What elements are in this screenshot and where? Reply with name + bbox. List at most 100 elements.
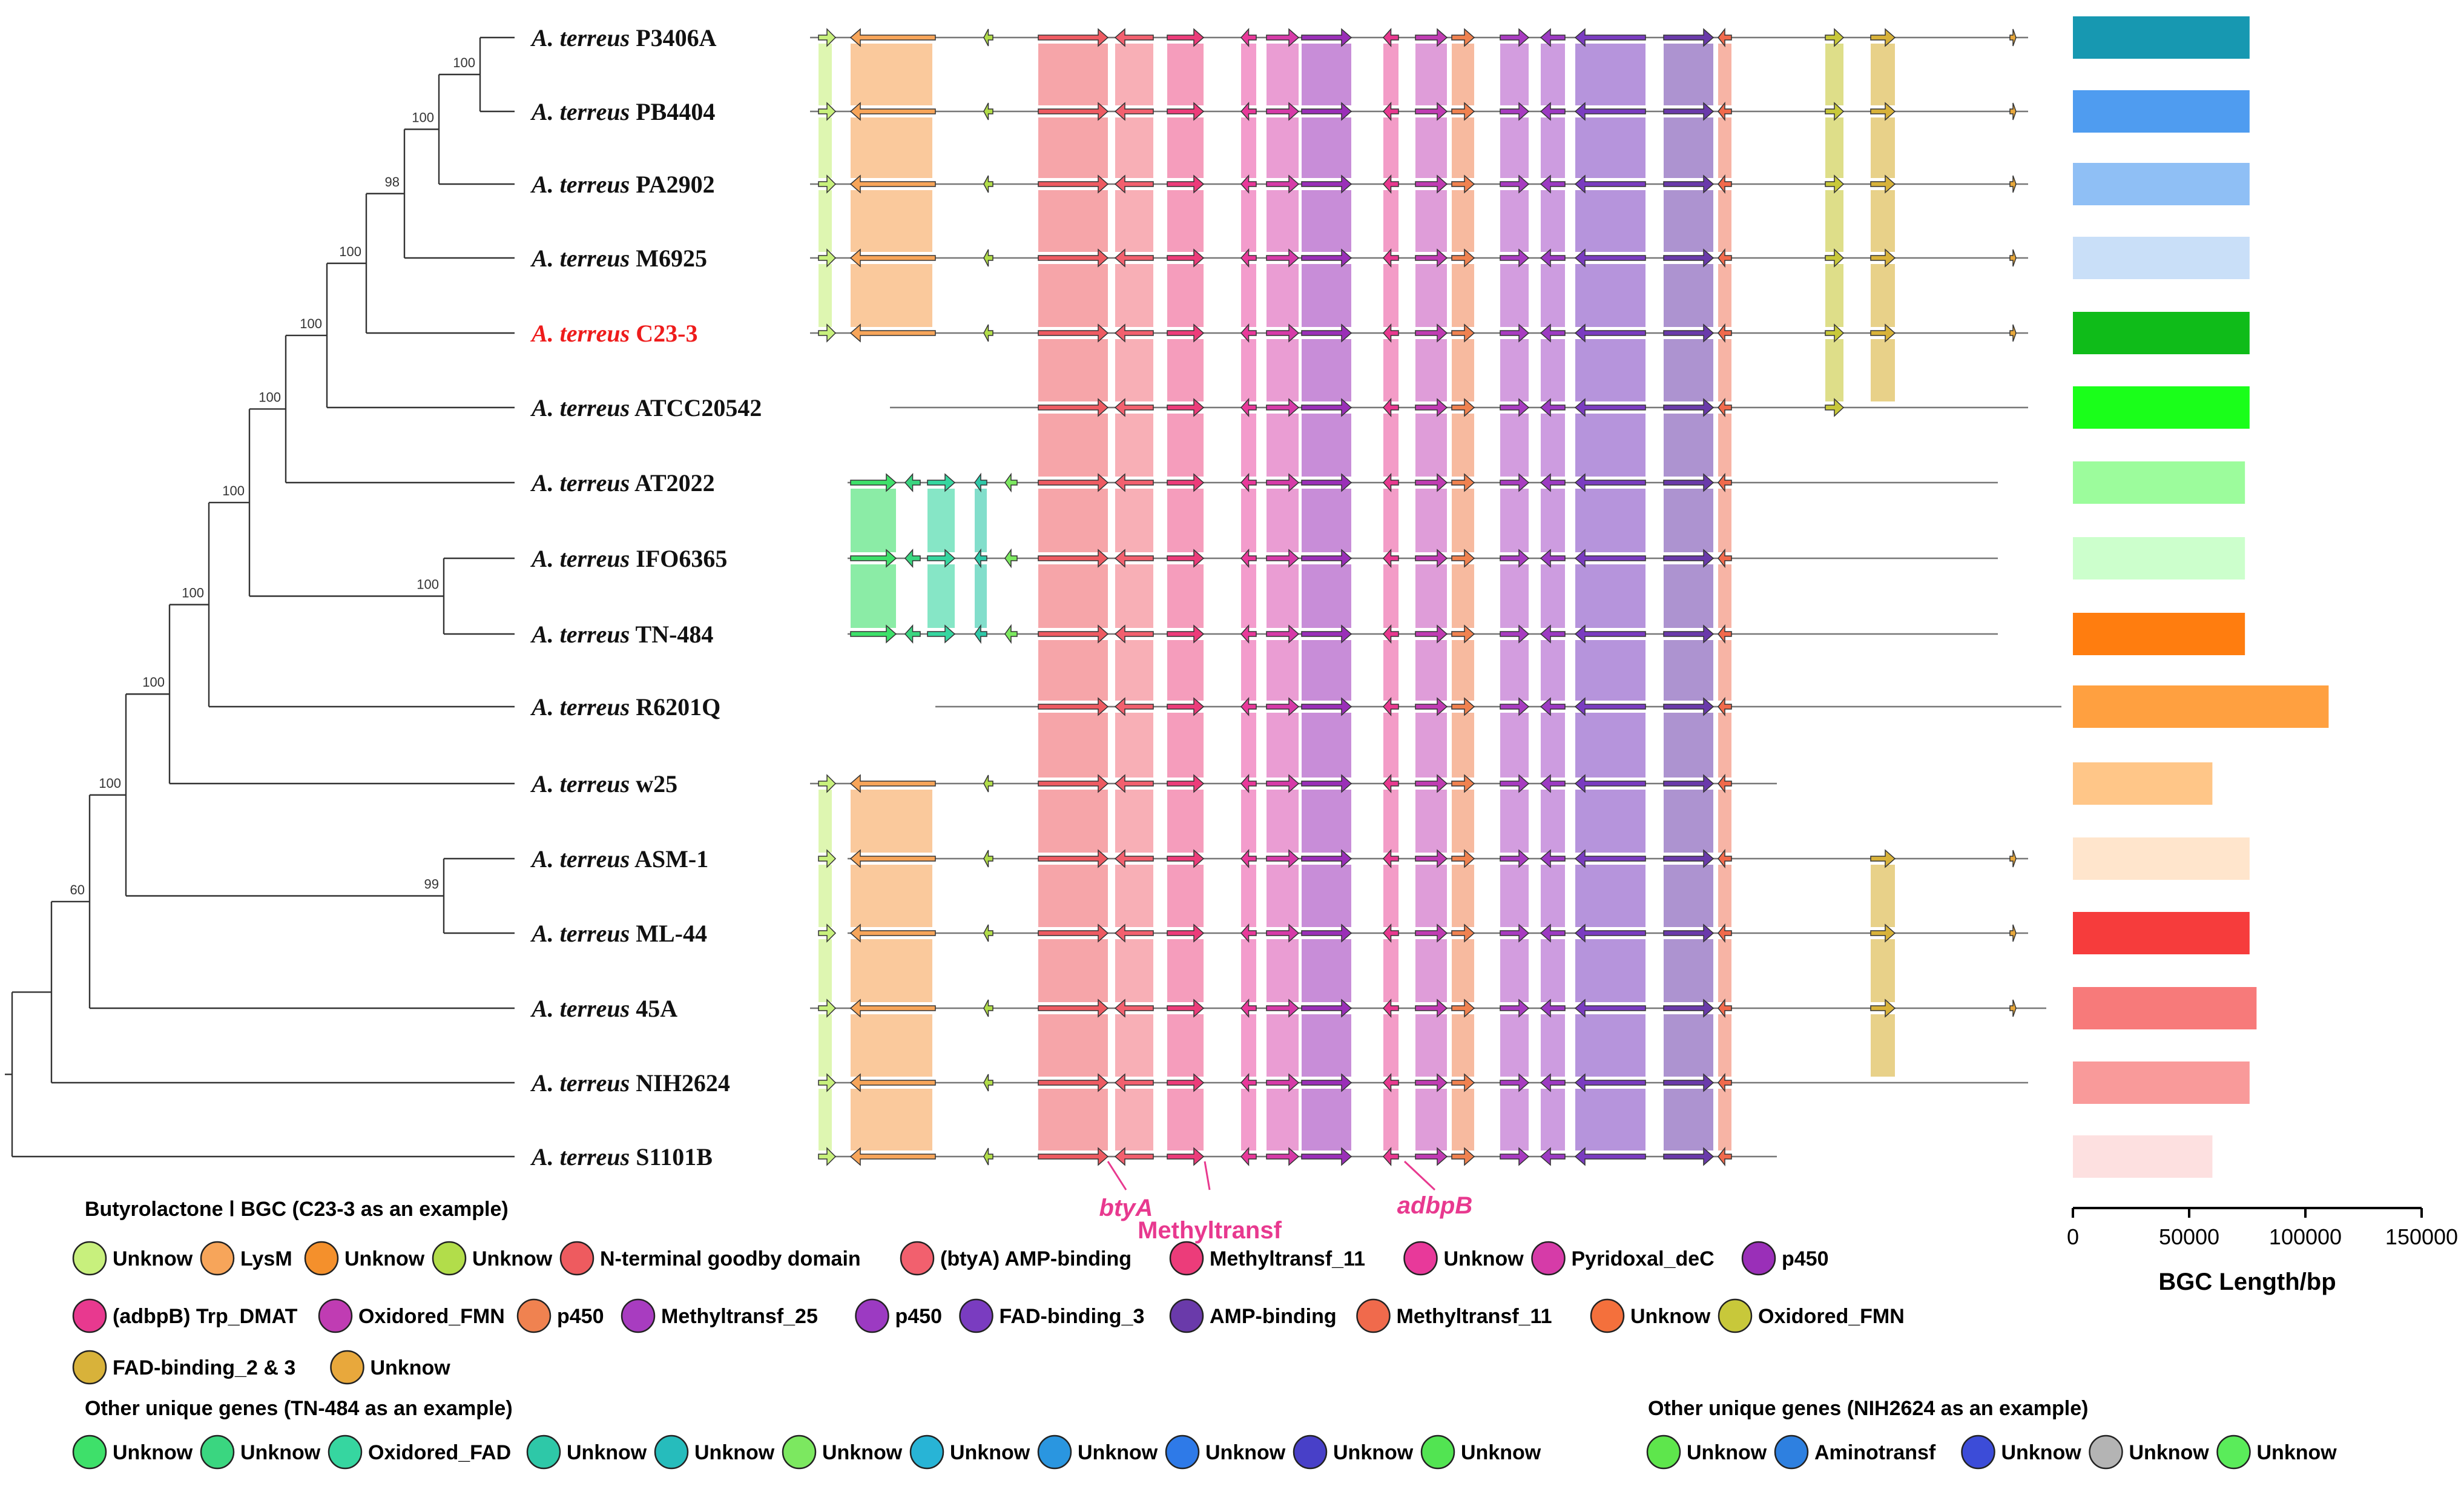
bgc-length-bar [2073, 312, 2250, 354]
gene-arrow [1574, 549, 1646, 568]
synteny-ribbon [1452, 339, 1474, 401]
synteny-ribbon [1302, 190, 1351, 252]
gene-arrow [1451, 473, 1475, 492]
gene-arrow [2009, 249, 2017, 267]
synteny-ribbon [1038, 117, 1108, 178]
strain-id: S1101B [630, 1143, 713, 1170]
synteny-ribbon [1241, 489, 1256, 552]
gene-arrow [1240, 102, 1257, 121]
gene-arrow [1574, 473, 1646, 492]
gene-arrow [1038, 774, 1109, 793]
synteny-ribbon [1575, 44, 1645, 105]
gene-arrow [1540, 248, 1566, 268]
synteny-ribbon [1267, 339, 1299, 401]
gene-arrow [927, 549, 956, 568]
synteny-ribbon [1825, 117, 1843, 178]
gene-arrow [1540, 1073, 1566, 1092]
bgc-length-bar [2073, 386, 2250, 429]
gene-arrow [2009, 175, 2017, 193]
synteny-ribbon [1038, 939, 1108, 1002]
strain-id: C23-3 [630, 320, 697, 347]
bootstrap-label: 100 [453, 55, 475, 70]
gene-arrow [1114, 323, 1154, 343]
bgc-length-bar [2073, 987, 2257, 1029]
gene-arrow [1301, 1073, 1352, 1092]
gene-arrow [818, 774, 837, 793]
gene-arrow [1240, 923, 1257, 943]
gene-arrow [1114, 774, 1154, 793]
synteny-ribbon [1871, 44, 1895, 105]
synteny-ribbon [1267, 1014, 1299, 1077]
synteny-ribbon [1267, 1089, 1299, 1151]
gene-arrow [1415, 323, 1448, 343]
gene-arrow [1825, 248, 1845, 268]
gene-arrow [1415, 697, 1448, 716]
gene-arrow [1540, 323, 1566, 343]
gene-arrow [1301, 323, 1352, 343]
strain-genus: A. terreus [530, 469, 630, 497]
synteny-ribbon [1871, 1014, 1895, 1077]
synteny-ribbon [1415, 190, 1447, 252]
synteny-ribbon [1452, 564, 1474, 628]
gene-arrow [1540, 473, 1566, 492]
gene-arrow [974, 624, 987, 644]
synteny-ribbon [1302, 1089, 1351, 1151]
synteny-ribbon [1241, 44, 1256, 105]
gene-arrow [1167, 849, 1205, 868]
gene-arrow [983, 175, 993, 193]
legend-swatch [72, 1241, 107, 1276]
synteny-ribbon [1500, 1014, 1529, 1077]
synteny-ribbon [1452, 489, 1474, 552]
gene-arrow [1500, 549, 1530, 568]
synteny-ribbon [1541, 264, 1565, 327]
synteny-ribbon [927, 489, 955, 552]
gene-arrow [1167, 473, 1205, 492]
gene-arrow [1301, 624, 1352, 644]
gene-arrow [818, 923, 837, 943]
synteny-ribbon [1038, 339, 1108, 401]
gene-arrow [1415, 473, 1448, 492]
strain-id: TN-484 [630, 621, 713, 648]
strain-id: ATCC20542 [630, 394, 762, 421]
gene-arrow [1718, 174, 1732, 194]
gene-arrow [983, 999, 993, 1017]
synteny-ribbon [1383, 939, 1398, 1002]
gene-arrow [1240, 549, 1257, 568]
gene-arrow [983, 1074, 993, 1092]
gene-arrow [1574, 323, 1646, 343]
legend-swatch [328, 1435, 363, 1470]
synteny-ribbon [1541, 713, 1565, 778]
legend-swatch [909, 1435, 944, 1470]
synteny-ribbon [1664, 640, 1713, 701]
synteny-ribbon [1167, 790, 1204, 853]
synteny-ribbon [1167, 117, 1204, 178]
synteny-ribbon [1302, 865, 1351, 927]
gene-arrow [1663, 28, 1715, 47]
synteny-ribbon [819, 790, 832, 853]
legend-label: p450 [1782, 1247, 1829, 1270]
legend-swatch [1961, 1435, 1995, 1470]
synteny-ribbon [1302, 640, 1351, 701]
synteny-ribbon [1718, 939, 1731, 1002]
synteny-ribbon [1267, 190, 1299, 252]
synteny-ribbon [1541, 1089, 1565, 1151]
synteny-ribbon [1115, 44, 1153, 105]
gene-arrow [1004, 624, 1018, 644]
gene-arrow [1540, 28, 1566, 47]
legend-swatch [1356, 1298, 1391, 1333]
legend-swatch [72, 1350, 107, 1385]
gene-arrow [904, 624, 921, 644]
gene-arrow [1825, 398, 1845, 417]
gene-arrow [1382, 248, 1399, 268]
gene-arrow [1500, 774, 1530, 793]
synteny-ribbon [1383, 264, 1398, 327]
synteny-ribbon [1575, 1089, 1645, 1151]
gene-arrow [1574, 102, 1646, 121]
gene-arrow [1825, 28, 1845, 47]
synteny-ribbon [819, 939, 832, 1002]
legend-swatch [1037, 1435, 1072, 1470]
synteny-ribbon [1267, 939, 1299, 1002]
synteny-ribbon [1115, 564, 1153, 628]
synteny-ribbon [1664, 414, 1713, 477]
synteny-ribbon [1115, 117, 1153, 178]
